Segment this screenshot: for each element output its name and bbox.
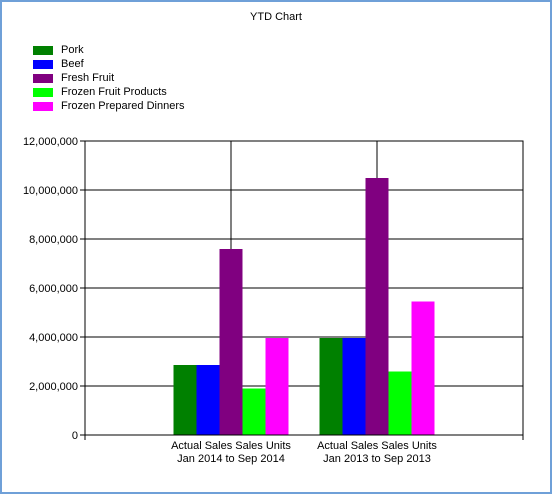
x-tick-label: Jan 2013 to Sep 2013 — [323, 453, 431, 465]
y-tick-label: 10,000,000 — [23, 185, 78, 197]
legend: Pork Beef Fresh Fruit Frozen Fruit Products… — [33, 43, 185, 113]
bar — [319, 338, 343, 435]
legend-label: Pork — [61, 44, 84, 56]
legend-item: Frozen Prepared Dinners — [33, 99, 185, 113]
bar — [173, 365, 197, 435]
legend-item: Frozen Fruit Products — [33, 85, 185, 99]
chart-title: YTD Chart — [250, 11, 302, 23]
plot-border — [84, 140, 524, 436]
legend-swatch — [33, 73, 53, 83]
legend-item: Pork — [33, 43, 185, 57]
y-tick-label: 12,000,000 — [23, 136, 78, 148]
legend-label: Frozen Fruit Products — [61, 86, 167, 98]
legend-swatch — [33, 87, 53, 97]
y-tick-label: 6,000,000 — [29, 283, 78, 295]
bar — [242, 388, 266, 435]
bar — [411, 301, 435, 435]
bar — [196, 365, 220, 435]
bar — [219, 248, 243, 435]
y-tick-label: 8,000,000 — [29, 234, 78, 246]
bar — [365, 177, 389, 435]
bar — [342, 338, 366, 435]
legend-label: Frozen Prepared Dinners — [61, 100, 185, 112]
bar — [265, 338, 289, 435]
x-tick-label: Actual Sales Sales Units — [171, 440, 291, 452]
legend-label: Fresh Fruit — [61, 72, 115, 84]
legend-item: Fresh Fruit — [33, 71, 185, 85]
legend-label: Beef — [61, 58, 84, 70]
y-tick-label: 4,000,000 — [29, 332, 78, 344]
y-tick-label: 0 — [72, 430, 78, 442]
legend-swatch — [33, 101, 53, 111]
legend-swatch — [33, 59, 53, 69]
y-tick-label: 2,000,000 — [29, 381, 78, 393]
x-tick-label: Jan 2014 to Sep 2014 — [177, 453, 285, 465]
legend-swatch — [33, 45, 53, 55]
legend-item: Beef — [33, 57, 185, 71]
bar — [388, 371, 412, 435]
x-tick-label: Actual Sales Sales Units — [317, 440, 437, 452]
